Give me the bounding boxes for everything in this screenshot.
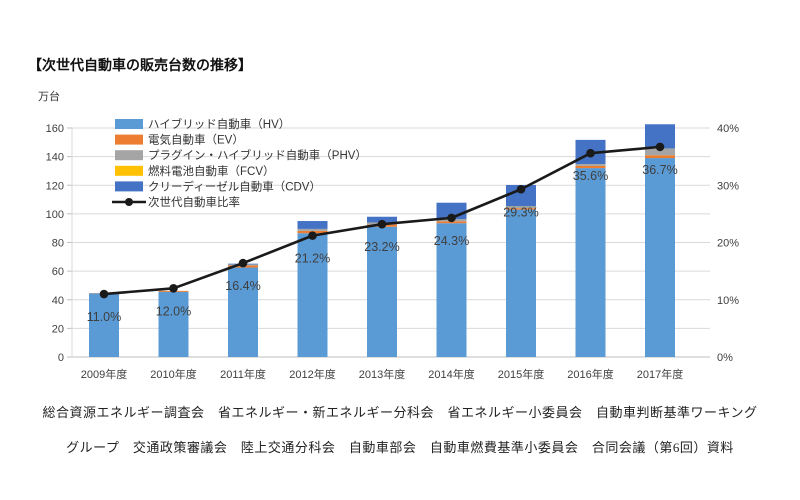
bar-segment — [506, 208, 536, 210]
right-axis-tick-label: 0% — [717, 352, 733, 364]
bar-segment — [645, 148, 675, 156]
x-axis-category-label: 2016年度 — [567, 367, 613, 381]
ratio-data-label: 35.6% — [573, 169, 608, 183]
x-axis-category-label: 2009年度 — [81, 367, 127, 381]
legend-label: プラグイン・ハイブリッド自動車（PHV） — [148, 148, 367, 162]
bar-segment — [436, 223, 467, 357]
right-axis-tick-label: 10% — [717, 295, 739, 307]
bar-segment — [575, 165, 606, 169]
x-axis-category-label: 2012年度 — [289, 367, 335, 381]
bar-segment — [575, 164, 606, 166]
x-axis-category-label: 2017年度 — [637, 367, 683, 381]
legend-item: プラグイン・ハイブリッド自動車（PHV） — [115, 148, 367, 162]
bar-segment — [297, 233, 328, 357]
legend-swatch — [115, 165, 143, 176]
ratio-data-label: 36.7% — [642, 163, 677, 177]
left-axis-tick-label: 140 — [46, 152, 64, 164]
legend-marker-icon — [125, 198, 133, 206]
left-axis-tick-label: 160 — [46, 123, 64, 135]
ratio-line-marker — [377, 219, 387, 229]
left-axis-tick-label: 60 — [52, 266, 64, 278]
bar-segment — [506, 206, 536, 209]
ratio-data-label: 29.3% — [503, 205, 538, 219]
bar-segment — [645, 158, 675, 357]
x-axis-category-label: 2013年度 — [359, 367, 405, 381]
left-axis-tick-label: 100 — [46, 209, 64, 221]
x-axis-category-label: 2011年度 — [220, 367, 266, 381]
bar-segment — [575, 168, 606, 357]
ratio-line-marker — [447, 213, 456, 223]
bar-segment — [367, 216, 397, 223]
ratio-line-marker — [516, 184, 526, 194]
bar-segment — [645, 155, 675, 159]
ratio-line-marker — [99, 289, 109, 299]
chart-legend: ハイブリッド自動車（HV） 電気自動車（EV）プラグイン・ハイブリッド自動車（PH… — [112, 117, 367, 209]
ratio-data-label: 11.0% — [87, 310, 122, 324]
ratio-data-label: 21.2% — [295, 252, 330, 266]
ratio-line-marker — [586, 148, 595, 158]
ratio-line-marker — [308, 231, 317, 240]
legend-label: クリーディーゼル自動車（CDV） — [148, 179, 321, 193]
x-axis-category-label: 2015年度 — [498, 367, 544, 381]
legend-swatch — [115, 119, 143, 129]
ratio-data-label: 12.0% — [156, 304, 191, 318]
bar-segment — [367, 226, 397, 357]
left-axis-tick-label: 0 — [58, 352, 64, 364]
right-axis-tick-label: 20% — [717, 238, 739, 250]
bar-segment — [506, 209, 536, 357]
legend-item: クリーディーゼル自動車（CDV） — [115, 179, 321, 193]
chart-title: 【次世代自動車の販売台数の推移】 — [28, 57, 252, 73]
x-axis-category-label: 2010年度 — [150, 367, 196, 381]
legend-item: 電気自動車（EV） — [115, 133, 244, 147]
source-line-2: グループ 交通政策審議会 陸上交通分科会 自動車部会 自動車燃費基準小委員会 合… — [66, 440, 734, 455]
right-axis-tick-label: 30% — [717, 180, 739, 192]
bar-segment — [158, 291, 189, 357]
left-axis-tick-label: 20 — [52, 323, 64, 335]
legend-item: ハイブリッド自動車（HV） — [115, 117, 290, 131]
legend-label: 電気自動車（EV） — [148, 133, 244, 147]
bar-segment — [228, 267, 258, 357]
left-axis-tick-label: 80 — [52, 238, 64, 250]
bar-segment — [436, 221, 467, 224]
legend-label: 次世代自動車比率 — [148, 195, 240, 209]
right-axis-tick-label: 40% — [717, 123, 739, 135]
legend-label: 燃料電池自動車（FCV） — [148, 164, 275, 178]
legend-item: 燃料電池自動車（FCV） — [115, 164, 275, 178]
legend-swatch — [115, 150, 143, 161]
left-axis-tick-label: 120 — [46, 180, 64, 192]
ratio-line-marker — [169, 284, 178, 293]
bar-segment — [506, 184, 536, 207]
legend-swatch — [115, 134, 143, 145]
ratio-data-label: 23.2% — [364, 240, 399, 254]
ratio-line-marker — [655, 142, 665, 152]
ratio-data-label: 24.3% — [434, 234, 469, 248]
source-line-1: 総合資源エネルギー調査会 省エネルギー・新エネルギー分科会 省エネルギー小委員会… — [42, 405, 758, 420]
bar-segment — [297, 221, 328, 229]
legend-swatch — [115, 181, 143, 192]
bar-segment — [89, 293, 119, 357]
legend-label: ハイブリッド自動車（HV） — [148, 117, 290, 131]
ratio-data-label: 16.4% — [225, 279, 260, 293]
legend-item: 次世代自動車比率 — [112, 195, 240, 209]
bar-segment — [297, 228, 328, 231]
x-axis-category-label: 2014年度 — [428, 367, 474, 381]
ratio-line-marker — [238, 258, 248, 268]
left-axis-tick-label: 40 — [52, 295, 64, 307]
y-axis-unit-label: 万台 — [38, 91, 60, 103]
